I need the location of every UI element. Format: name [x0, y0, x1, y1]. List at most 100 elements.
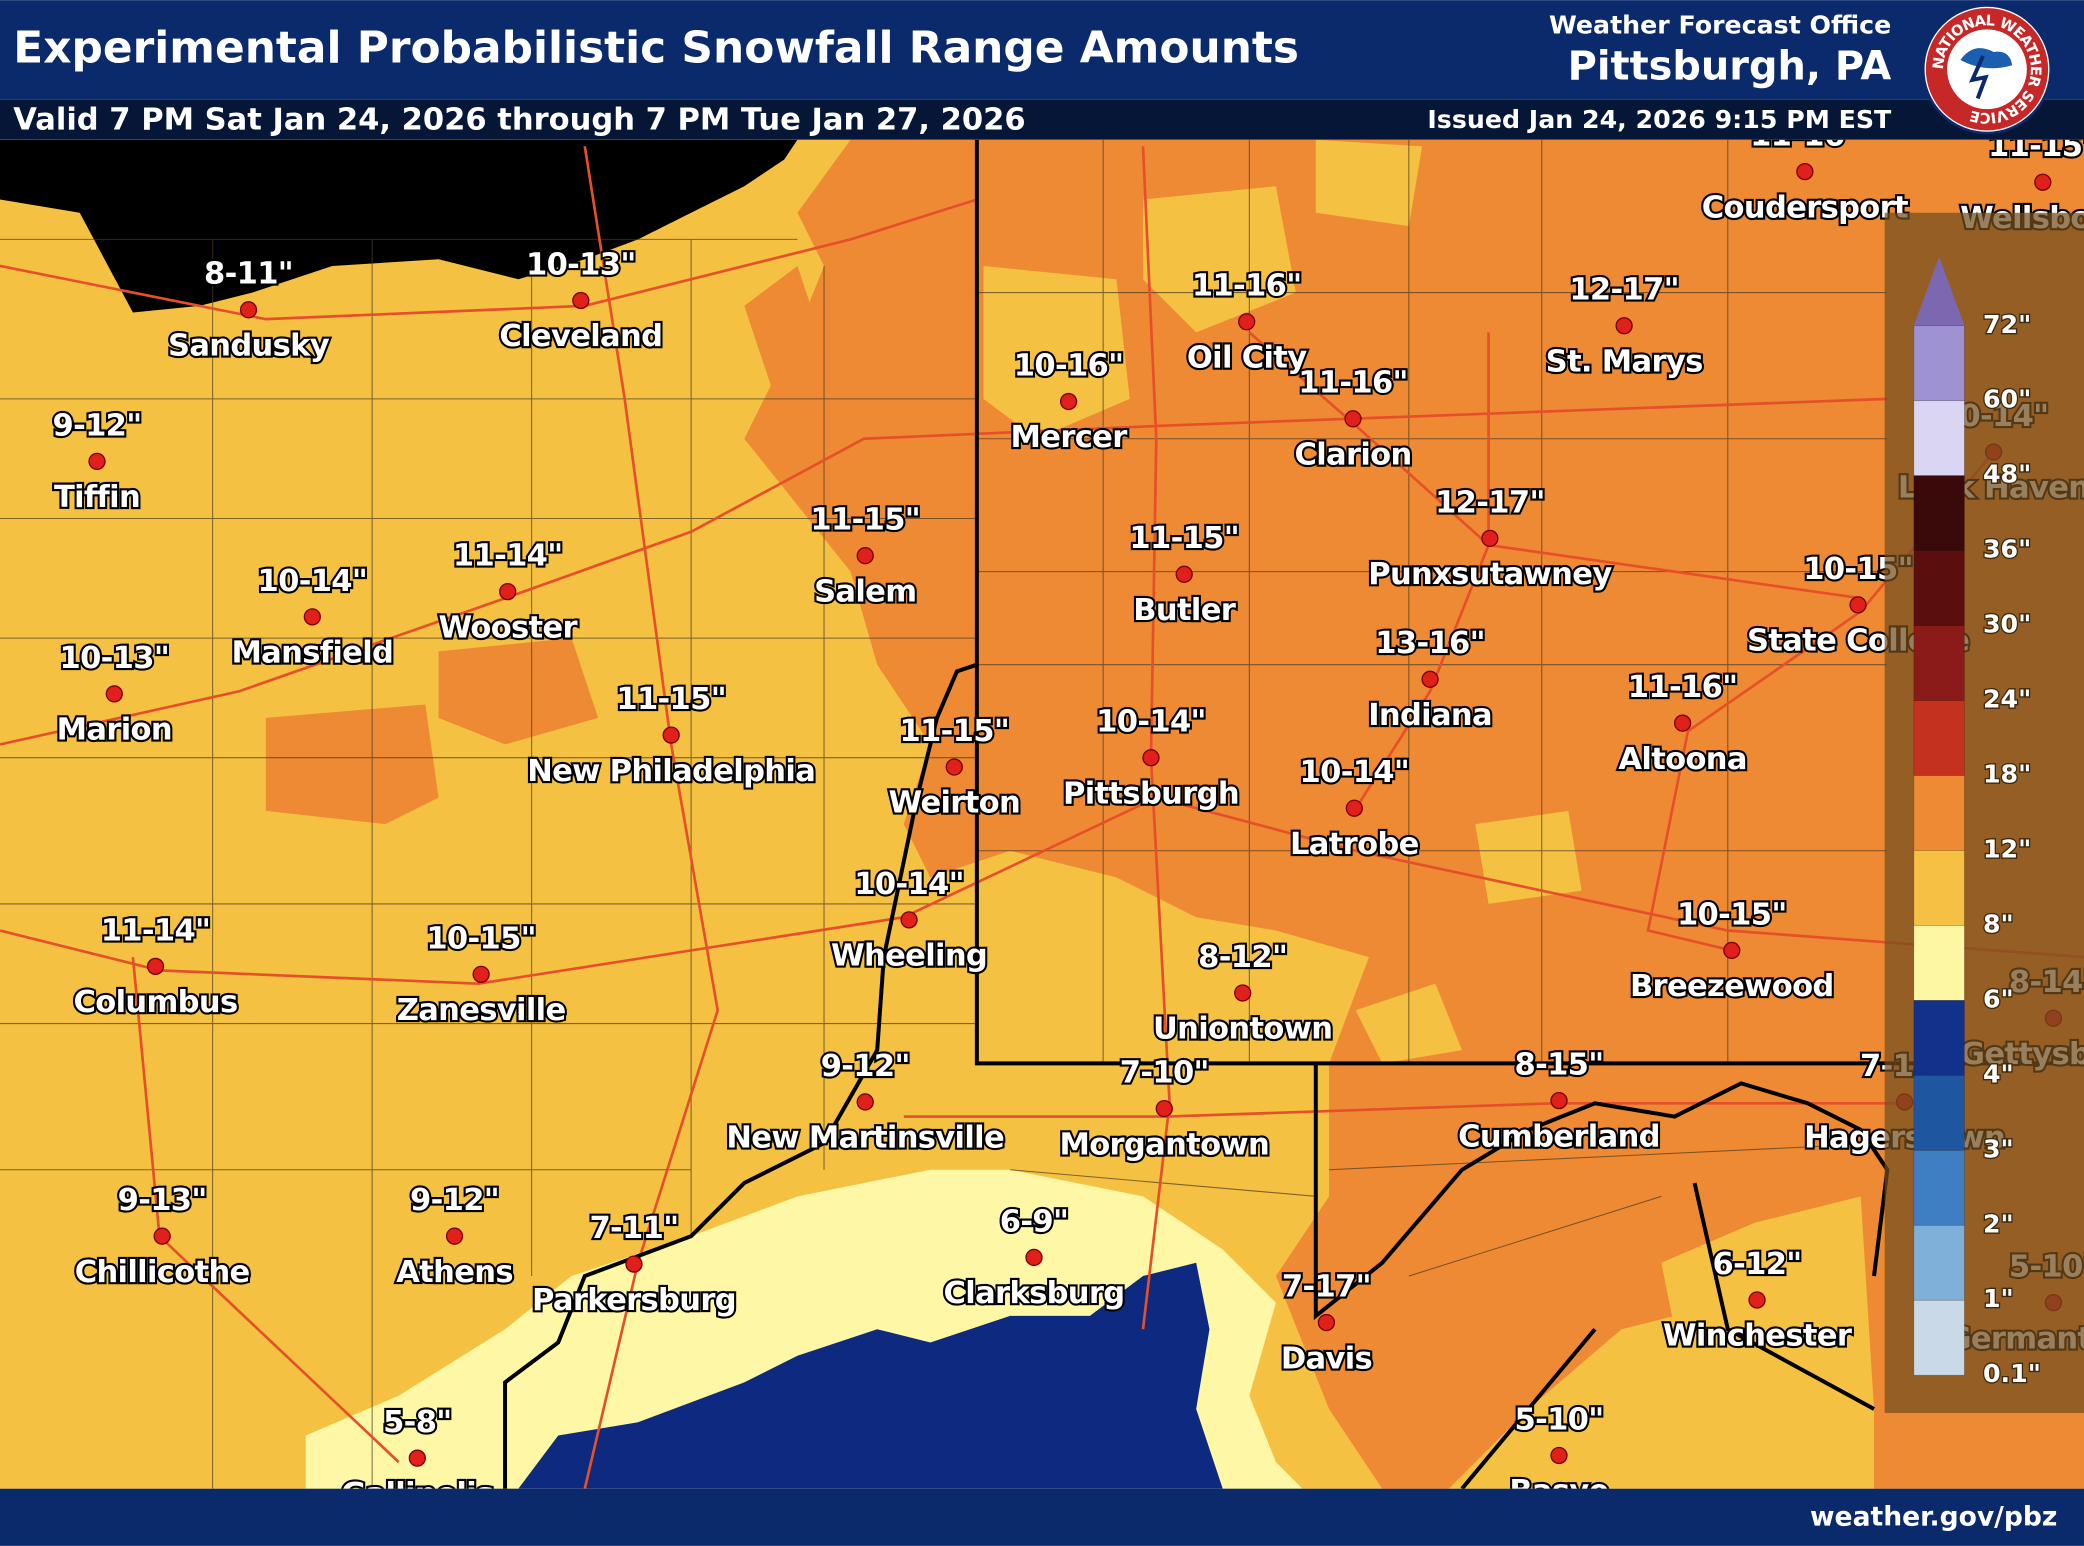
city-name: Pittsburgh [1063, 776, 1239, 811]
city-dot [1025, 1248, 1043, 1267]
city-name: Tiffin [54, 480, 140, 515]
footer-url: weather.gov/pbz [1810, 1501, 2057, 1532]
city-name: Breezewood [1630, 969, 1834, 1004]
location: Pittsburgh, PA [1568, 44, 1892, 90]
city-dot [153, 1227, 171, 1245]
snow-amount: 5-8" [383, 1405, 451, 1440]
legend-swatch [1913, 1299, 1965, 1376]
header-subbar [0, 99, 2084, 140]
legend-label: 3" [1983, 1134, 2014, 1163]
map-area: 8-11" Sandusky 10-13" Cleveland 9-12" Tiffin 1… [0, 119, 2084, 1489]
snow-amount: 8-12" [1198, 940, 1287, 975]
snow-amount: 13-16" [1375, 626, 1485, 661]
legend-swatch [1913, 1075, 1965, 1151]
state-borders [503, 139, 2084, 1489]
snow-12-18 [744, 139, 2084, 1489]
city-dot [1673, 714, 1692, 732]
legend-swatch [1913, 775, 1965, 851]
snow-amount: 6-12" [1713, 1247, 1802, 1282]
snow-amount: 11-15" [1129, 521, 1239, 556]
snow-amount: 10-16" [1014, 348, 1124, 383]
snow-amount: 12-17" [1569, 273, 1679, 308]
city-dot [662, 726, 680, 744]
snow-amount: 12-17" [1435, 485, 1545, 520]
snow-amount: 7-11" [589, 1211, 678, 1246]
city-name: Uniontown [1153, 1012, 1332, 1047]
city-name: Oil City [1187, 340, 1307, 375]
city-dot [856, 1093, 874, 1111]
city-name: Mansfield [231, 636, 393, 671]
city-name: Weirton [889, 786, 1021, 821]
county-lines [0, 139, 1888, 1489]
city-dot [1796, 162, 1814, 181]
legend-swatch [1913, 1000, 1965, 1076]
city-name: Wooster [438, 610, 577, 645]
legend-label: 12" [1983, 834, 2031, 863]
city-name: Athens [396, 1255, 513, 1290]
city-name: Mercer [1011, 420, 1128, 455]
city-dot [1142, 749, 1160, 767]
city-dot [625, 1255, 643, 1273]
city-dot [499, 582, 517, 601]
legend-label: 60" [1983, 385, 2031, 414]
city-dot [239, 301, 258, 319]
city-dot [1345, 799, 1363, 817]
legend-swatch [1913, 925, 1965, 1001]
legend-label: 4" [1983, 1059, 2014, 1088]
city-dot [856, 547, 874, 565]
city-name: Sandusky [168, 329, 330, 364]
snow-amount: 11-16" [1628, 670, 1738, 705]
snow-amount: 10-14" [1300, 755, 1410, 790]
city-dot [146, 957, 165, 976]
snow-amount: 7-17" [1282, 1270, 1371, 1305]
city-dot [1344, 410, 1362, 428]
city-dot [472, 965, 490, 983]
city-dot [1481, 529, 1499, 548]
legend-label: 8" [1983, 909, 2014, 938]
header-bar [0, 0, 2084, 100]
city-name: Indiana [1368, 698, 1492, 733]
city-name: Clarion [1294, 438, 1411, 473]
snow-amount: 9-12" [52, 408, 141, 443]
city-dot [1175, 565, 1193, 583]
legend-label: 1" [1983, 1284, 2014, 1313]
city-name: Columbus [74, 985, 238, 1020]
city-name: Cleveland [499, 319, 662, 354]
snow-amount: 11-16" [1750, 119, 1860, 154]
snow-amount: 10-13" [526, 247, 636, 282]
legend-swatch [1913, 475, 1965, 551]
legend-swatch [1913, 550, 1965, 626]
legend-label: 30" [1983, 610, 2031, 639]
nws-logo: NATIONAL WEATHER SERVICE [1921, 4, 2053, 135]
legend-swatch [1913, 1149, 1965, 1226]
snow-amount: 8-11" [204, 257, 293, 292]
city-name: Marion [57, 713, 172, 748]
legend: 72" 60" 48" 36" 30" 24" 18" 12" 8" 6" 4" 3" 2" 1" 0.1" [1913, 256, 2042, 1390]
snow-4-6 [518, 1262, 1223, 1489]
valid-time: Valid 7 PM Sat Jan 24, 2026 through 7 PM… [13, 103, 1025, 138]
city-dot [945, 758, 963, 776]
city-name: Wheeling [831, 939, 987, 974]
office: Weather Forecast Office [1549, 11, 1891, 40]
snow-amount: 11-15" [810, 503, 920, 538]
city-dot [2034, 173, 2052, 191]
city-name: Punxsutawney [1368, 557, 1612, 592]
city-dot [1550, 1446, 1568, 1465]
snow-amount: 9-13" [118, 1183, 207, 1218]
city-dot [1748, 1291, 1766, 1309]
legend-label: 36" [1983, 535, 2031, 564]
snow-amount: 6-9" [1000, 1204, 1068, 1239]
legend-label: 24" [1983, 685, 2031, 714]
city-dot [1059, 392, 1078, 411]
city-dot [1238, 313, 1256, 331]
city-name: Morgantown [1059, 1127, 1269, 1162]
title: Experimental Probabilistic Snowfall Rang… [13, 23, 1299, 74]
issued: Issued Jan 24, 2026 9:15 PM EST [1427, 105, 1892, 134]
city-name: Davis [1281, 1341, 1372, 1376]
snow-amount: 10-14" [1096, 705, 1206, 740]
city-dot [303, 608, 321, 626]
legend-swatch [1913, 625, 1965, 701]
city-name: Cumberland [1458, 1119, 1660, 1154]
snow-amount: 9-12" [821, 1049, 910, 1084]
